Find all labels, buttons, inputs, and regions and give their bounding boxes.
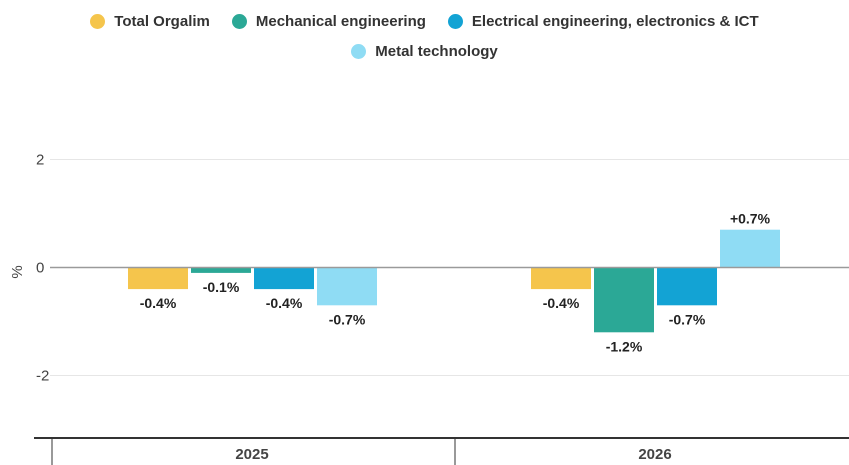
legend-item-mechanical-engineering[interactable]: Mechanical engineering <box>231 12 426 30</box>
legend-label: Electrical engineering, electronics & IC… <box>471 12 759 30</box>
x-axis: 2025 2026 <box>34 437 849 465</box>
legend-swatch-metal-technology <box>351 43 367 59</box>
bar-2026-series-1 <box>594 267 654 333</box>
bar-2025-series-0 <box>128 267 188 290</box>
bar-2026-series-2 <box>657 267 717 306</box>
legend-label: Metal technology <box>375 42 498 60</box>
bar-2025-series-2 <box>254 267 314 290</box>
bar-2025-series-3 <box>317 267 377 306</box>
legend-item-total-orgalim[interactable]: Total Orgalim <box>90 13 210 30</box>
legend-swatch-electrical-engineering <box>447 13 463 29</box>
bar-2025-series-1 <box>191 267 251 273</box>
legend-row-2: Metal technology <box>0 36 849 66</box>
data-label: -0.1% <box>203 279 240 295</box>
bars <box>128 229 780 333</box>
legend-swatch-mechanical-engineering <box>231 13 247 29</box>
data-label: +0.7% <box>730 211 771 227</box>
x-category-label: 2025 <box>235 446 268 463</box>
data-label: -0.7% <box>329 311 366 327</box>
data-label: -0.4% <box>140 295 177 311</box>
legend-swatch-total-orgalim <box>90 13 106 29</box>
x-category-label: 2026 <box>638 446 671 463</box>
data-label: -1.2% <box>606 338 643 354</box>
legend-item-metal-technology[interactable]: Metal technology <box>351 43 498 60</box>
y-axis-label: % <box>9 265 26 278</box>
gridlines <box>50 159 849 376</box>
data-label: -0.4% <box>266 295 303 311</box>
data-label: -0.4% <box>543 295 580 311</box>
legend-item-electrical-engineering[interactable]: Electrical engineering, electronics & IC… <box>447 12 759 30</box>
data-label: -0.7% <box>669 311 706 327</box>
y-axis-ticks: 2 0 -2 <box>36 152 49 385</box>
data-labels: -0.4% -0.1% -0.4% -0.7% -0.4% -1.2% -0.7% +0.7% <box>140 211 771 355</box>
y-tick-label: 2 <box>36 152 44 169</box>
bar-2026-series-0 <box>531 267 591 290</box>
legend-row-1: Total Orgalim Mechanical engineering Ele… <box>0 6 849 36</box>
legend-label: Total Orgalim <box>114 12 210 30</box>
y-tick-label: -2 <box>36 368 49 385</box>
y-tick-label: 0 <box>36 260 44 277</box>
chart-legend: Total Orgalim Mechanical engineering Ele… <box>0 6 849 66</box>
bar-2026-series-3 <box>720 229 780 268</box>
legend-label: Mechanical engineering <box>255 12 426 30</box>
